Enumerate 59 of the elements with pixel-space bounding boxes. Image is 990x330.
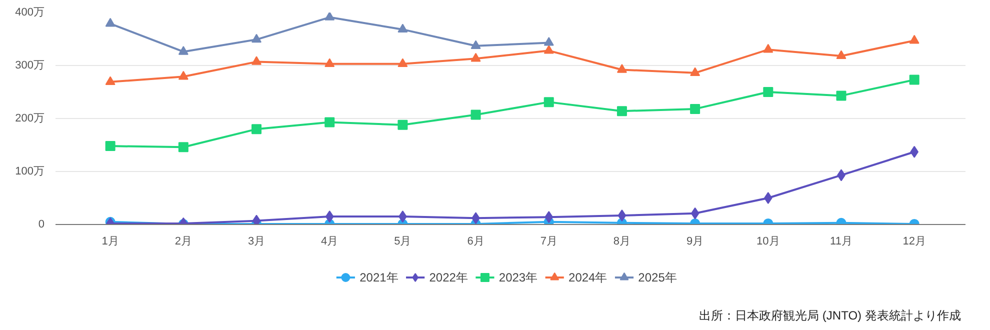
point (105, 18, 116, 27)
point (398, 120, 408, 130)
x-tick-label: 2月 (174, 236, 192, 248)
point (690, 67, 700, 76)
point (252, 214, 261, 224)
point (324, 117, 335, 128)
point (690, 104, 700, 114)
point (909, 34, 920, 44)
y-tick-label: 200万 (15, 112, 45, 124)
point (178, 142, 188, 152)
point (105, 76, 116, 86)
y-tick-label: 100万 (15, 166, 45, 178)
point (252, 56, 262, 65)
point (544, 97, 554, 108)
x-tick-label: 12月 (902, 236, 926, 248)
point (470, 110, 481, 120)
point (836, 90, 846, 101)
legend-label: 2022年 (429, 270, 468, 284)
x-tick-label: 4月 (321, 236, 338, 248)
y-tick-label: 0 (38, 218, 45, 230)
point (836, 50, 846, 60)
point (178, 46, 188, 55)
point (105, 141, 116, 152)
point (398, 58, 408, 68)
point (470, 40, 481, 49)
x-tick-label: 7月 (540, 236, 558, 248)
point (763, 44, 774, 53)
x-tick-label: 3月 (248, 236, 266, 248)
point (544, 211, 554, 224)
x-tick-label: 11月 (830, 236, 852, 248)
point (618, 209, 626, 222)
point (178, 70, 188, 80)
legend-label: 2025年 (638, 270, 677, 284)
x-tick-label: 10月 (756, 236, 780, 248)
point (544, 44, 554, 54)
legend-label: 2021年 (360, 270, 398, 284)
x-tick-label: 5月 (394, 236, 412, 248)
y-tick-label: 400万 (15, 6, 45, 18)
x-tick-label: 1月 (102, 236, 119, 248)
x-tick-label: 9月 (686, 236, 704, 248)
text: 出所：日本政府観光局 (JNTO) 発表統計より作成 (699, 308, 961, 322)
point (398, 24, 408, 33)
legend-label: 2023年 (498, 270, 538, 284)
point (764, 192, 772, 204)
x-tick-label: 8月 (613, 236, 631, 248)
point (252, 34, 262, 43)
point (616, 106, 627, 116)
point (544, 37, 554, 46)
point (252, 124, 262, 134)
point (690, 207, 700, 220)
point (324, 12, 335, 20)
y-tick-label: 300万 (15, 60, 45, 72)
x-tick-label: 6月 (467, 236, 484, 248)
point (470, 52, 481, 62)
point (909, 74, 920, 85)
point (616, 64, 627, 73)
point (324, 58, 335, 68)
point (763, 87, 774, 97)
legend-label: 2024年 (568, 270, 608, 284)
